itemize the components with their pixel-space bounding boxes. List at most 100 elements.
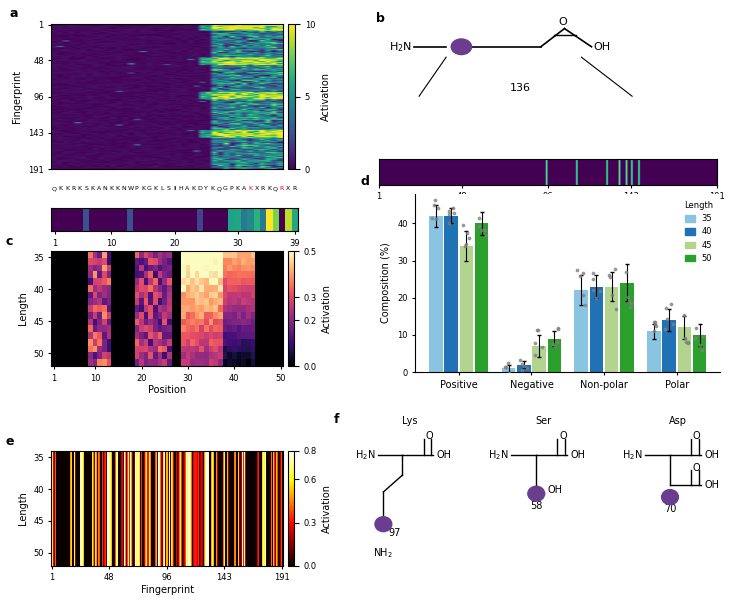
- Y-axis label: Fingerprint: Fingerprint: [12, 70, 22, 123]
- Point: [690, 323, 702, 333]
- Point: [529, 338, 541, 348]
- Text: a: a: [10, 7, 18, 20]
- Text: d: d: [360, 175, 369, 188]
- Bar: [620, 283, 634, 372]
- Bar: [459, 246, 473, 372]
- Point: [428, 200, 440, 209]
- Circle shape: [375, 517, 392, 532]
- Text: N: N: [103, 186, 107, 191]
- Circle shape: [528, 486, 545, 501]
- Point: [682, 338, 694, 348]
- Point: [514, 355, 526, 365]
- Text: I: I: [173, 186, 176, 191]
- Bar: [678, 327, 691, 372]
- Text: b: b: [376, 12, 384, 25]
- Text: 97: 97: [389, 528, 401, 538]
- Bar: [517, 365, 531, 372]
- Text: K: K: [90, 186, 95, 191]
- Point: [503, 368, 514, 378]
- Point: [682, 338, 694, 347]
- Point: [516, 359, 528, 368]
- Text: P: P: [229, 186, 233, 191]
- Bar: [647, 331, 661, 372]
- Point: [429, 195, 441, 205]
- Text: O: O: [693, 463, 700, 473]
- Text: OH: OH: [548, 485, 563, 495]
- Text: K: K: [236, 186, 240, 191]
- Text: K: K: [110, 186, 113, 191]
- Text: R: R: [71, 186, 76, 191]
- Text: O: O: [693, 431, 700, 441]
- Text: O: O: [559, 431, 567, 441]
- Point: [650, 321, 662, 330]
- Point: [552, 323, 564, 333]
- Bar: [662, 320, 676, 372]
- Bar: [429, 216, 442, 372]
- Point: [478, 226, 490, 235]
- Point: [609, 264, 621, 274]
- Point: [578, 268, 589, 278]
- Point: [520, 363, 532, 373]
- Point: [426, 213, 438, 223]
- Text: 58: 58: [530, 501, 542, 511]
- Bar: [502, 368, 515, 372]
- Text: OH: OH: [593, 42, 610, 52]
- Text: L: L: [160, 186, 164, 191]
- Point: [696, 345, 708, 355]
- Text: W: W: [127, 186, 134, 191]
- Point: [461, 227, 473, 237]
- Point: [473, 221, 484, 231]
- X-axis label: Ahx (X): Ahx (X): [530, 204, 565, 214]
- Text: 136: 136: [510, 83, 531, 93]
- Point: [501, 362, 512, 372]
- Point: [460, 240, 472, 249]
- Point: [443, 218, 455, 228]
- Point: [551, 337, 563, 347]
- Point: [667, 319, 678, 329]
- Point: [649, 319, 661, 329]
- Bar: [532, 346, 546, 372]
- Bar: [575, 290, 588, 372]
- Text: D: D: [198, 186, 202, 191]
- Point: [622, 292, 634, 301]
- Circle shape: [451, 39, 472, 54]
- Point: [532, 325, 544, 335]
- Point: [552, 324, 564, 333]
- Point: [595, 286, 606, 295]
- Text: Y: Y: [204, 186, 208, 191]
- Text: 70: 70: [664, 505, 676, 514]
- Text: R: R: [293, 186, 297, 191]
- Point: [579, 301, 591, 310]
- Point: [659, 324, 671, 333]
- Text: X: X: [254, 186, 259, 191]
- Point: [499, 362, 511, 371]
- Text: R: R: [280, 186, 284, 191]
- Legend: 35, 40, 45, 50: 35, 40, 45, 50: [681, 198, 716, 266]
- Point: [476, 225, 487, 235]
- Text: H$_2$N: H$_2$N: [355, 448, 375, 462]
- Point: [448, 208, 459, 218]
- Text: Q: Q: [52, 186, 57, 191]
- Point: [480, 230, 492, 240]
- Point: [531, 325, 543, 335]
- Text: H$_2$N: H$_2$N: [623, 448, 642, 462]
- Point: [457, 220, 469, 230]
- Point: [443, 206, 455, 215]
- Point: [665, 299, 677, 309]
- Text: c: c: [5, 235, 12, 248]
- Point: [694, 341, 706, 350]
- Y-axis label: Activation: Activation: [322, 284, 332, 333]
- Text: K: K: [65, 186, 69, 191]
- Point: [537, 342, 548, 352]
- Bar: [589, 287, 603, 372]
- Text: e: e: [5, 435, 14, 448]
- Text: OH: OH: [570, 450, 586, 460]
- Point: [459, 241, 470, 250]
- Point: [661, 313, 673, 323]
- Text: H$_2$N: H$_2$N: [489, 448, 509, 462]
- Y-axis label: Activation: Activation: [321, 73, 331, 121]
- Bar: [548, 339, 561, 372]
- Text: R: R: [261, 186, 265, 191]
- Point: [649, 317, 661, 327]
- Point: [678, 333, 690, 342]
